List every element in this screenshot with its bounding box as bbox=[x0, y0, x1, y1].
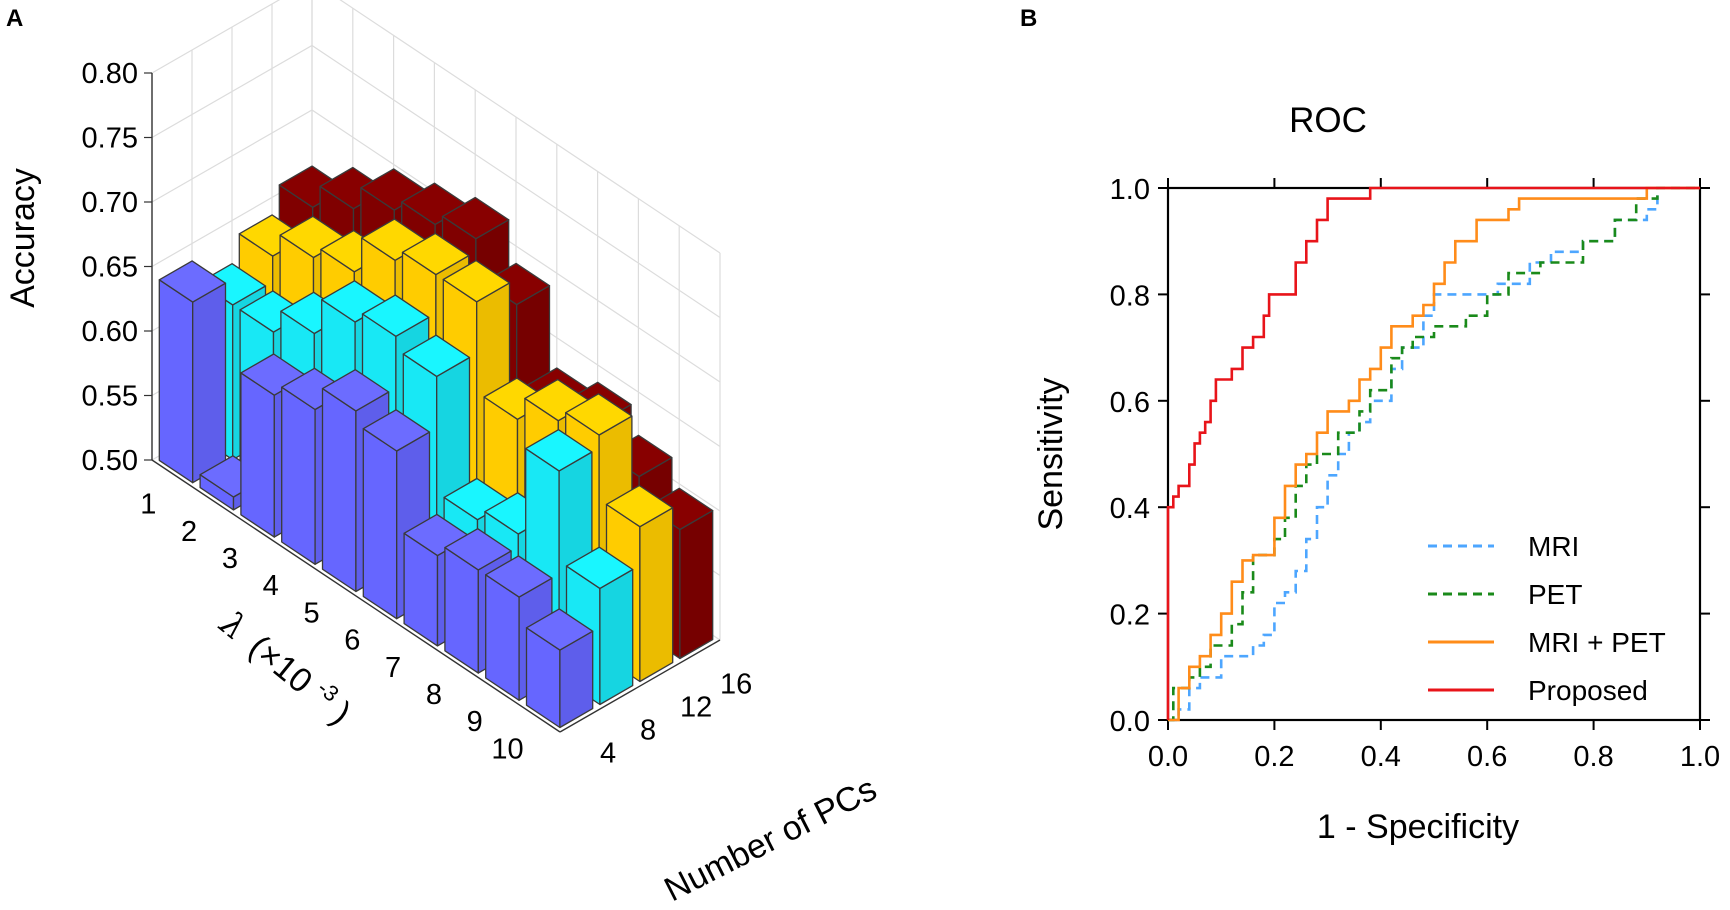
x-tick-label: 0.4 bbox=[1361, 741, 1401, 773]
z-tick-label: 0.70 bbox=[82, 187, 138, 219]
roc-chart: ROC 0.0 0.2 0.4 0.6 0.8 1.0 0.0 0.2 0.4 0.6 0.8 1.0… bbox=[1032, 101, 1720, 846]
bar-side-face bbox=[639, 507, 674, 683]
lambda-axis-title: λ (×10 -3 ) bbox=[211, 593, 366, 733]
roc-curves bbox=[1166, 186, 1700, 722]
roc-curve-pet bbox=[1168, 186, 1700, 722]
z-tick-label: 0.80 bbox=[82, 58, 138, 90]
z-tick-label: 0.75 bbox=[82, 123, 138, 155]
roc-x-axis-title: 1 - Specificity bbox=[1317, 808, 1519, 846]
pcs-axis-title: Number of PCs bbox=[658, 770, 882, 909]
bar-top-face bbox=[321, 369, 390, 412]
z-tick-label: 0.50 bbox=[82, 445, 138, 477]
lambda-tick-label: 9 bbox=[467, 706, 483, 738]
legend-label-mri-pet: MRI + PET bbox=[1528, 627, 1666, 658]
bar-top-face bbox=[361, 294, 430, 337]
pcs-tick-label: 4 bbox=[600, 738, 616, 770]
bar-top-face bbox=[444, 528, 512, 571]
pcs-axis-line bbox=[559, 639, 721, 733]
bar-front-face bbox=[158, 279, 194, 484]
bar-top-face bbox=[525, 608, 594, 651]
bar-pcs4-lambda10 bbox=[525, 608, 594, 729]
bar-front-face bbox=[240, 372, 275, 538]
bar-top-face bbox=[362, 409, 431, 452]
panel-label-b: B bbox=[1020, 5, 1037, 32]
y-tick-label: 1.0 bbox=[1110, 174, 1150, 206]
bar-pcs4-lambda1 bbox=[158, 260, 227, 484]
roc-curve-mri-pet bbox=[1168, 186, 1700, 722]
lambda-tick-label: 8 bbox=[426, 679, 442, 711]
lambda-tick-label: 2 bbox=[181, 516, 197, 548]
y-tick-label: 0.0 bbox=[1110, 706, 1150, 738]
lambda-tick-label: 10 bbox=[491, 733, 523, 765]
pcs-tick-label: 12 bbox=[680, 692, 712, 724]
pcs-tick-label: 8 bbox=[640, 715, 656, 747]
lambda-tick-label: 7 bbox=[385, 652, 401, 684]
svg-text:λ (×10 -3: λ (×10 -3 ) bbox=[211, 593, 366, 733]
legend-label-mri: MRI bbox=[1528, 531, 1579, 562]
lambda-label-exponent: -3 bbox=[313, 675, 344, 707]
lambda-tick-label: 3 bbox=[222, 543, 238, 575]
bar-top-face bbox=[485, 555, 553, 598]
lambda-label-text: (×10 bbox=[242, 628, 320, 701]
bar-side-face bbox=[192, 282, 227, 484]
roc-curve-mri bbox=[1168, 186, 1700, 722]
lambda-tick-label: 1 bbox=[140, 489, 156, 521]
bar-top-face bbox=[525, 429, 593, 472]
roc-legend: MRI PET MRI + PET Proposed bbox=[1428, 531, 1666, 706]
bar-side-face bbox=[599, 568, 634, 706]
x-tick-label: 1.0 bbox=[1680, 741, 1720, 773]
legend-label-proposed: Proposed bbox=[1528, 675, 1648, 706]
roc-curve-proposed bbox=[1166, 186, 1700, 720]
z-tick-label: 0.60 bbox=[82, 316, 138, 348]
z-tick-label: 0.55 bbox=[82, 381, 138, 413]
bar-side-face bbox=[679, 509, 714, 660]
bar3d-axes bbox=[144, 72, 721, 733]
lambda-tick-label: 5 bbox=[303, 597, 319, 629]
legend-label-pet: PET bbox=[1528, 579, 1582, 610]
z-tick-label: 0.65 bbox=[82, 252, 138, 284]
x-tick-label: 0.8 bbox=[1573, 741, 1613, 773]
bar-front-face bbox=[362, 428, 398, 620]
roc-ticks: 0.0 0.2 0.4 0.6 0.8 1.0 0.0 0.2 0.4 0.6 0.8 1.0 bbox=[1110, 174, 1720, 773]
bar-top-face bbox=[401, 232, 470, 276]
x-tick-label: 0.2 bbox=[1254, 741, 1294, 773]
z-gridline bbox=[151, 0, 721, 254]
pcs-tick-label: 16 bbox=[720, 669, 752, 701]
lambda-tick-label: 4 bbox=[263, 570, 279, 602]
bar3d-bars bbox=[158, 165, 714, 729]
lambda-symbol: λ bbox=[211, 603, 254, 649]
bar-top-face bbox=[605, 484, 674, 528]
y-tick-label: 0.2 bbox=[1110, 600, 1150, 632]
bar-top-face bbox=[402, 334, 471, 378]
x-tick-label: 0.6 bbox=[1467, 741, 1507, 773]
y-tick-label: 0.4 bbox=[1110, 493, 1150, 525]
bar-top-face bbox=[565, 546, 634, 590]
accuracy-axis-title: Accuracy bbox=[4, 168, 42, 308]
bar-top-face bbox=[442, 259, 511, 303]
y-tick-label: 0.8 bbox=[1110, 280, 1150, 312]
panel-label-a: A bbox=[6, 5, 23, 32]
bar-top-face bbox=[565, 393, 633, 436]
bar-front-face bbox=[281, 386, 316, 565]
lambda-tick-label: 6 bbox=[344, 625, 360, 657]
roc-y-axis-title: Sensitivity bbox=[1032, 377, 1070, 530]
x-tick-label: 0.0 bbox=[1148, 741, 1188, 773]
lambda-axis-line bbox=[151, 459, 561, 733]
bar-front-face bbox=[321, 387, 357, 593]
bar-top-face bbox=[441, 196, 510, 240]
bar-top-face bbox=[158, 260, 227, 303]
roc-title: ROC bbox=[1289, 101, 1367, 140]
y-tick-label: 0.6 bbox=[1110, 387, 1150, 419]
